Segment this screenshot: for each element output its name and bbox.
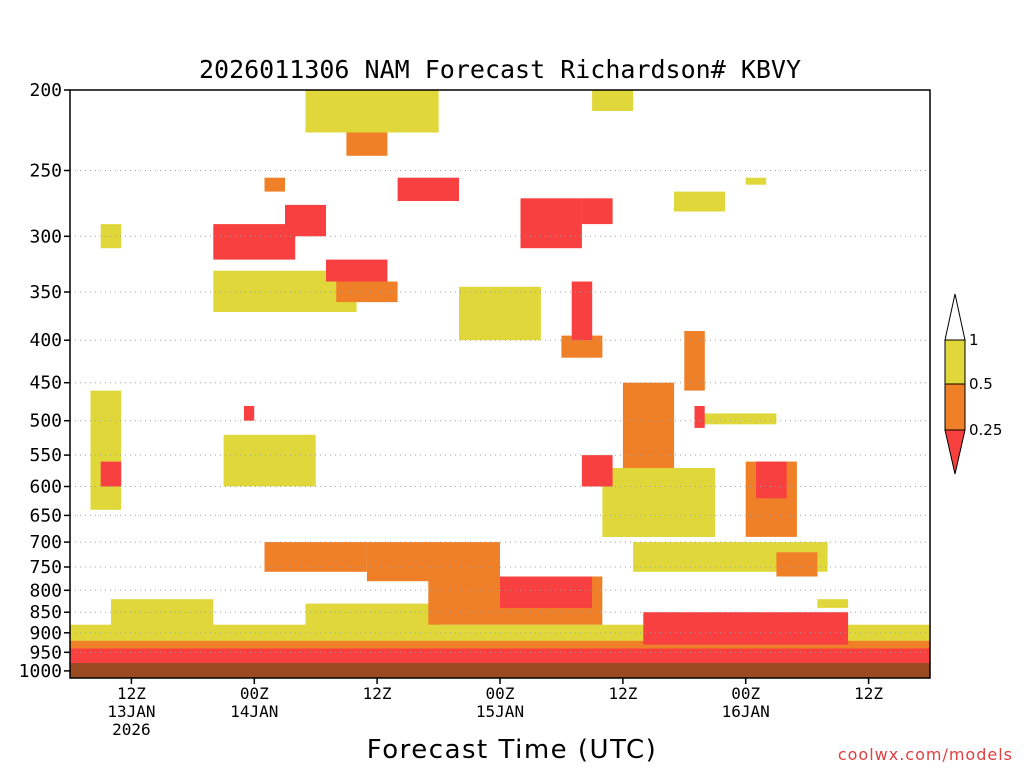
y-tick-label: 850	[29, 602, 62, 623]
x-tick-label: 00Z	[486, 684, 515, 703]
heatmap-cell	[326, 259, 388, 282]
heatmap-cell	[305, 90, 439, 133]
legend-label-0.25: 0.25	[969, 421, 1002, 439]
y-tick-label: 500	[29, 411, 62, 432]
y-tick-label: 450	[29, 373, 62, 394]
x-tick-label: 12Z	[854, 684, 883, 703]
y-tick-label: 250	[29, 161, 62, 182]
x-tick-label: 13JAN	[107, 702, 155, 721]
heatmap-cell	[592, 90, 634, 111]
legend-top-arrow	[944, 293, 966, 341]
x-tick-label: 12Z	[608, 684, 637, 703]
heatmap-cell	[90, 390, 122, 510]
colorbar-legend: 1 0.5 0.25	[944, 293, 1002, 475]
x-tick-label: 2026	[112, 720, 151, 739]
x-tick-label: 00Z	[240, 684, 269, 703]
heatmap-cell	[643, 612, 849, 645]
legend-swatch-yellow	[944, 339, 966, 385]
heatmap-cell	[500, 576, 593, 608]
heatmap-cell	[622, 382, 675, 468]
heatmap-cell	[817, 599, 849, 608]
y-tick-label: 600	[29, 477, 62, 498]
y-tick-label: 1000	[19, 661, 62, 682]
heatmap-cell	[581, 198, 613, 225]
y-tick-label: 800	[29, 580, 62, 601]
x-tick-label: 14JAN	[230, 702, 278, 721]
y-tick-label: 900	[29, 623, 62, 644]
y-tick-label: 350	[29, 282, 62, 303]
heatmap-cell	[244, 406, 255, 421]
y-tick-label: 300	[29, 226, 62, 247]
heatmap-cell	[213, 224, 296, 260]
y-tick-label: 950	[29, 642, 62, 663]
heatmap-cell	[520, 198, 582, 249]
legend-label-0.5: 0.5	[969, 375, 993, 393]
x-tick-label: 12Z	[363, 684, 392, 703]
heatmap-cell	[581, 455, 613, 487]
y-axis: 200 250 300 350 400 450 500 550 600 650 700 7508008…	[19, 80, 70, 682]
y-tick-label: 550	[29, 445, 62, 466]
y-tick-label: 700	[29, 532, 62, 553]
x-axis-label: Forecast Time (UTC)	[367, 735, 658, 765]
chart-title: 2026011306 NAM Forecast Richardson# KBVY	[199, 55, 801, 84]
legend-bottom-arrow	[944, 429, 966, 475]
heatmap-cell	[694, 406, 705, 428]
heatmap-cell	[264, 177, 285, 192]
terrain-band	[70, 663, 930, 678]
credit-text: coolwx.com/models	[838, 745, 1013, 764]
heatmap-cell	[346, 132, 388, 156]
heatmap-cell	[674, 191, 726, 212]
heatmap-cell	[459, 286, 541, 341]
heatmap-cells	[70, 90, 930, 672]
x-tick-label: 00Z	[731, 684, 760, 703]
heatmap-cell	[684, 331, 705, 391]
x-tick-label: 15JAN	[476, 702, 524, 721]
x-tick-label: 16JAN	[722, 702, 770, 721]
heatmap-cell	[745, 177, 767, 185]
legend-label-1: 1	[969, 331, 979, 349]
heatmap-cell	[336, 281, 398, 303]
heatmap-cell	[223, 434, 316, 487]
y-tick-label: 750	[29, 557, 62, 578]
heatmap-cell	[366, 542, 500, 582]
heatmap-cell	[756, 461, 787, 499]
heatmap-cell	[602, 468, 715, 537]
x-tick-label: 12Z	[117, 684, 146, 703]
heatmap-cell	[561, 335, 603, 358]
heatmap-cell	[100, 461, 122, 487]
heatmap-cell	[694, 413, 777, 425]
y-tick-label: 400	[29, 330, 62, 351]
heatmap-cell	[776, 552, 818, 577]
heatmap-cell	[397, 177, 459, 201]
legend-swatch-orange	[944, 383, 966, 431]
y-tick-label: 200	[29, 80, 62, 101]
heatmap-cell	[571, 281, 593, 341]
y-tick-label: 650	[29, 505, 62, 526]
